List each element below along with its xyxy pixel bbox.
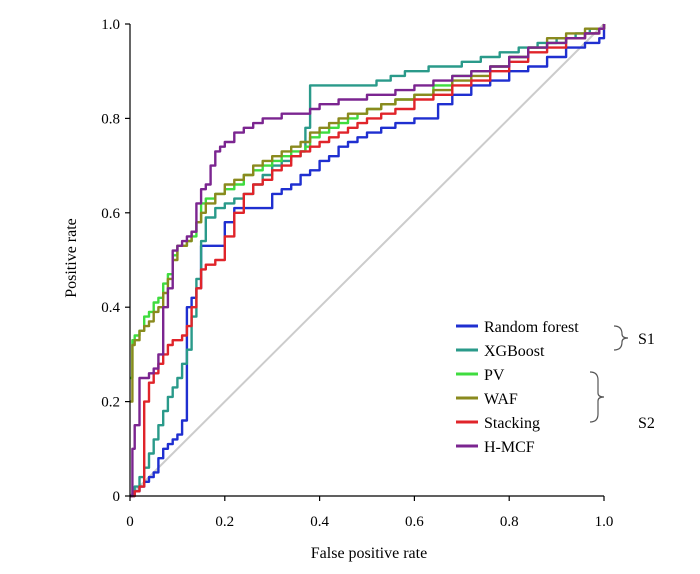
- diagonal-reference-line: [129, 23, 605, 497]
- legend-label: H-MCF: [484, 439, 535, 456]
- y-tick-label: 0.2: [101, 395, 120, 411]
- y-tick-label: 0.4: [101, 300, 120, 316]
- legend-label: Stacking: [484, 415, 540, 432]
- x-tick-label: 0.8: [500, 514, 519, 530]
- group-label: S2: [638, 415, 655, 432]
- x-tick-label: 0: [126, 514, 134, 530]
- legend: Random forest XGBoost PV WAF Stacking H-MCF: [456, 319, 579, 456]
- series-line-waf: [130, 24, 606, 403]
- y-axis-label: Positive rate: [63, 218, 80, 298]
- series-layer: [130, 24, 606, 498]
- legend-label: XGBoost: [484, 343, 545, 360]
- y-tick-label: 0: [113, 489, 121, 505]
- series-line-stacking: [130, 24, 606, 498]
- x-axis-ticks: 0 0.2 0.4 0.6 0.8 1.0: [126, 496, 613, 530]
- group-bracket: [613, 325, 629, 351]
- group-label: S1: [638, 331, 655, 348]
- legend-groups: S1 S2: [589, 325, 655, 432]
- y-tick-label: 0.8: [101, 111, 120, 127]
- series-line-random-forest: [130, 24, 606, 498]
- x-tick-label: 0.6: [405, 514, 424, 530]
- x-axis-label: False positive rate: [311, 545, 427, 562]
- y-axis-ticks: 0 0.2 0.4 0.6 0.8 1.0: [101, 17, 130, 505]
- group-bracket: [589, 371, 605, 423]
- plot-area: 0 0.2 0.4 0.6 0.8 1.0 0 0.2 0.4 0.6 0.8 1.0: [101, 17, 613, 530]
- x-tick-label: 1.0: [595, 514, 614, 530]
- series-line-h-mcf: [130, 24, 606, 498]
- x-tick-label: 0.2: [215, 514, 234, 530]
- y-tick-label: 1.0: [101, 17, 120, 33]
- legend-label: Random forest: [484, 319, 579, 336]
- legend-label: WAF: [484, 391, 518, 408]
- y-tick-label: 0.6: [101, 206, 120, 222]
- legend-label: PV: [484, 367, 505, 384]
- x-tick-label: 0.4: [310, 514, 329, 530]
